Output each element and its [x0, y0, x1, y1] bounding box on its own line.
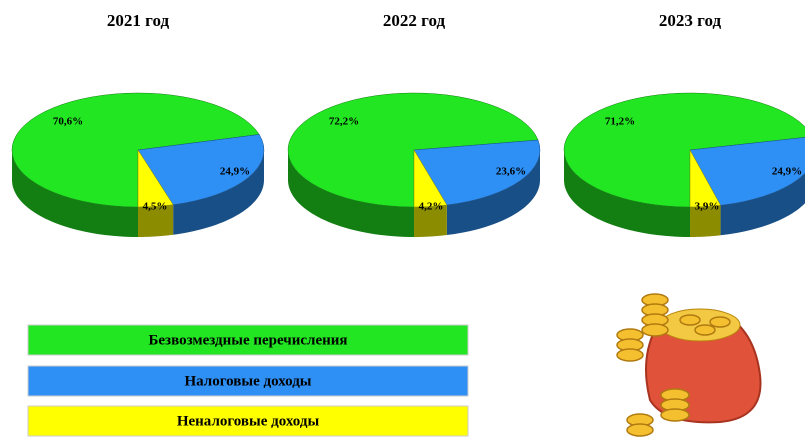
value-label: 4,2% [419, 201, 444, 213]
slice [137, 149, 174, 208]
slice-side [414, 205, 447, 237]
legend-label: Безвозмездные перечисления [148, 332, 347, 348]
chart-title: 2022 год [383, 11, 446, 30]
slice [689, 149, 721, 208]
slice-side [138, 204, 174, 237]
value-label: 3,9% [695, 201, 720, 213]
chart-title: 2023 год [659, 11, 722, 30]
slice [11, 92, 260, 208]
slice-side [173, 150, 264, 235]
slice-sides [12, 150, 264, 237]
value-label: 24,9% [772, 166, 802, 178]
slice-tops [11, 92, 265, 208]
legend-label: Неналоговые доходы [177, 413, 320, 429]
slice-side [690, 205, 721, 237]
slice-side [446, 150, 540, 236]
slice-side [720, 173, 805, 236]
value-label: 72,2% [329, 116, 359, 128]
slice [413, 139, 541, 206]
slice-sides [564, 150, 805, 237]
legend-swatch [27, 365, 469, 397]
legend-label: Налоговые доходы [184, 373, 311, 389]
slice-tops [287, 92, 541, 208]
slice [137, 134, 265, 206]
slice-side [12, 150, 138, 237]
slice [563, 92, 805, 208]
slice-tops [563, 92, 805, 208]
slice-side [564, 150, 690, 237]
slice-sides [288, 150, 540, 237]
slice [413, 149, 448, 208]
value-label: 70,6% [53, 116, 83, 128]
legend-swatch [27, 324, 469, 356]
slice-side [288, 150, 414, 237]
value-label: 24,9% [220, 166, 250, 178]
slice [287, 92, 539, 208]
value-label: 23,6% [496, 166, 526, 178]
slice [689, 137, 805, 206]
value-label: 71,2% [605, 116, 635, 128]
value-label: 4,5% [143, 201, 168, 213]
chart-title: 2021 год [107, 11, 170, 30]
coin-bag [616, 293, 762, 437]
legend-swatch [27, 405, 469, 437]
